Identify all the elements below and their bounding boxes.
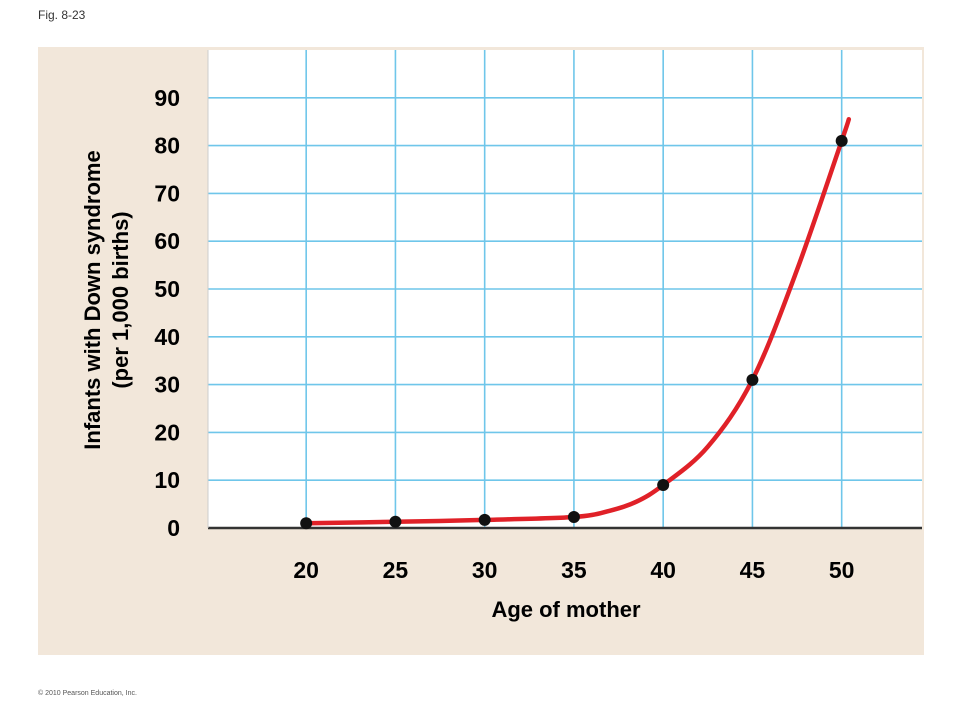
- data-point-25: [389, 515, 402, 528]
- x-tick-label-20: 20: [293, 557, 319, 583]
- data-points: [300, 134, 848, 530]
- y-tick-label-90: 90: [154, 85, 180, 111]
- x-tick-label-50: 50: [829, 557, 855, 583]
- y-axis-title-line-1: Infants with Down syndrome: [80, 150, 105, 449]
- x-tick-label-30: 30: [472, 557, 498, 583]
- y-tick-label-10: 10: [154, 467, 180, 493]
- horizontal-gridlines: [208, 97, 922, 482]
- y-tick-label-80: 80: [154, 133, 180, 159]
- trend-curve: [303, 117, 852, 526]
- y-axis-title: Infants with Down syndrome (per 1,000 bir…: [80, 150, 133, 449]
- x-tick-label-25: 25: [383, 557, 409, 583]
- y-tick-label-60: 60: [154, 228, 180, 254]
- y-tick-label-40: 40: [154, 324, 180, 350]
- data-point-50: [835, 134, 848, 147]
- y-tick-label-30: 30: [154, 372, 180, 398]
- x-tick-label-35: 35: [561, 557, 587, 583]
- figure-label: Fig. 8-23: [38, 8, 86, 22]
- x-axis-title: Age of mother: [491, 597, 641, 622]
- data-point-35: [567, 511, 580, 524]
- y-tick-label-0: 0: [167, 515, 180, 541]
- y-tick-label-70: 70: [154, 180, 180, 206]
- y-tick-labels: 0 10 20 30 40 50 60 70 80 90: [154, 85, 180, 541]
- x-tick-labels: 20 25 30 35 40 45 50: [293, 557, 854, 583]
- y-tick-label-20: 20: [154, 419, 180, 445]
- copyright-notice: © 2010 Pearson Education, Inc.: [38, 690, 137, 697]
- y-axis-title-line-2: (per 1,000 births): [108, 211, 133, 388]
- y-tick-label-50: 50: [154, 276, 180, 302]
- x-tick-label-45: 45: [740, 557, 766, 583]
- data-point-40: [657, 478, 670, 491]
- data-point-30: [478, 513, 491, 526]
- data-point-45: [746, 373, 759, 386]
- data-point-20: [300, 517, 313, 530]
- x-tick-label-40: 40: [650, 557, 676, 583]
